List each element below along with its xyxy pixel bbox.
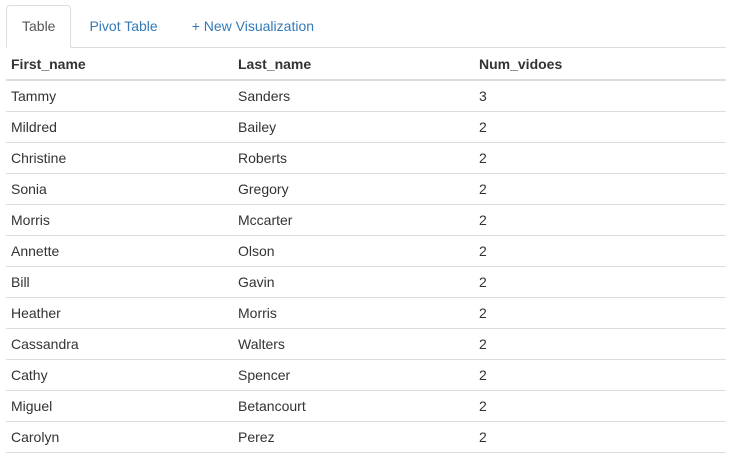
results-panel: Table Pivot Table + New Visualization Fi… xyxy=(6,5,726,453)
tab-pivot-table[interactable]: Pivot Table xyxy=(89,18,158,34)
cell-first-name: Cathy xyxy=(6,359,233,391)
cell-last-name: Gregory xyxy=(233,173,474,205)
cell-num-videos: 2 xyxy=(474,266,726,298)
cell-first-name: Carolyn xyxy=(6,421,233,453)
cell-last-name: Betancourt xyxy=(233,390,474,422)
cell-num-videos: 2 xyxy=(474,173,726,205)
column-header-first-name[interactable]: First_name xyxy=(6,48,233,81)
cell-first-name: Christine xyxy=(6,142,233,174)
cell-first-name: Sonia xyxy=(6,173,233,205)
cell-first-name: Mildred xyxy=(6,111,233,143)
table-body: Tammy Sanders 3 Mildred Bailey 2 Christine Robe… xyxy=(6,80,726,453)
table-row: Miguel Betancourt 2 xyxy=(6,390,726,422)
cell-num-videos: 2 xyxy=(474,297,726,329)
cell-num-videos: 2 xyxy=(474,328,726,360)
results-table: First_name Last_name Num_vidoes Tammy San… xyxy=(6,48,726,453)
table-row: Sonia Gregory 2 xyxy=(6,173,726,205)
cell-last-name: Morris xyxy=(233,297,474,329)
cell-first-name: Heather xyxy=(6,297,233,329)
table-row: Mildred Bailey 2 xyxy=(6,111,726,143)
table-row: Heather Morris 2 xyxy=(6,297,726,329)
column-header-last-name[interactable]: Last_name xyxy=(233,48,474,81)
cell-num-videos: 3 xyxy=(474,80,726,112)
tab-bar: Table Pivot Table + New Visualization xyxy=(6,5,726,48)
table-row: Morris Mccarter 2 xyxy=(6,204,726,236)
cell-num-videos: 2 xyxy=(474,142,726,174)
table-row: Christine Roberts 2 xyxy=(6,142,726,174)
table-row: Annette Olson 2 xyxy=(6,235,726,267)
cell-num-videos: 2 xyxy=(474,421,726,453)
cell-first-name: Miguel xyxy=(6,390,233,422)
cell-num-videos: 2 xyxy=(474,111,726,143)
cell-first-name: Morris xyxy=(6,204,233,236)
table-row: Carolyn Perez 2 xyxy=(6,421,726,453)
cell-last-name: Mccarter xyxy=(233,204,474,236)
table-header-row: First_name Last_name Num_vidoes xyxy=(6,48,726,81)
cell-last-name: Gavin xyxy=(233,266,474,298)
cell-last-name: Bailey xyxy=(233,111,474,143)
cell-first-name: Bill xyxy=(6,266,233,298)
table-row: Tammy Sanders 3 xyxy=(6,80,726,112)
cell-last-name: Olson xyxy=(233,235,474,267)
table-row: Cathy Spencer 2 xyxy=(6,359,726,391)
tab-table[interactable]: Table xyxy=(6,5,72,48)
cell-last-name: Sanders xyxy=(233,80,474,112)
tab-new-visualization[interactable]: + New Visualization xyxy=(191,18,315,34)
cell-last-name: Walters xyxy=(233,328,474,360)
cell-last-name: Perez xyxy=(233,421,474,453)
cell-first-name: Tammy xyxy=(6,80,233,112)
cell-num-videos: 2 xyxy=(474,204,726,236)
cell-last-name: Spencer xyxy=(233,359,474,391)
table-row: Bill Gavin 2 xyxy=(6,266,726,298)
cell-last-name: Roberts xyxy=(233,142,474,174)
column-header-num-videos[interactable]: Num_vidoes xyxy=(474,48,726,81)
cell-num-videos: 2 xyxy=(474,359,726,391)
cell-num-videos: 2 xyxy=(474,390,726,422)
table-row: Cassandra Walters 2 xyxy=(6,328,726,360)
cell-first-name: Annette xyxy=(6,235,233,267)
cell-num-videos: 2 xyxy=(474,235,726,267)
cell-first-name: Cassandra xyxy=(6,328,233,360)
